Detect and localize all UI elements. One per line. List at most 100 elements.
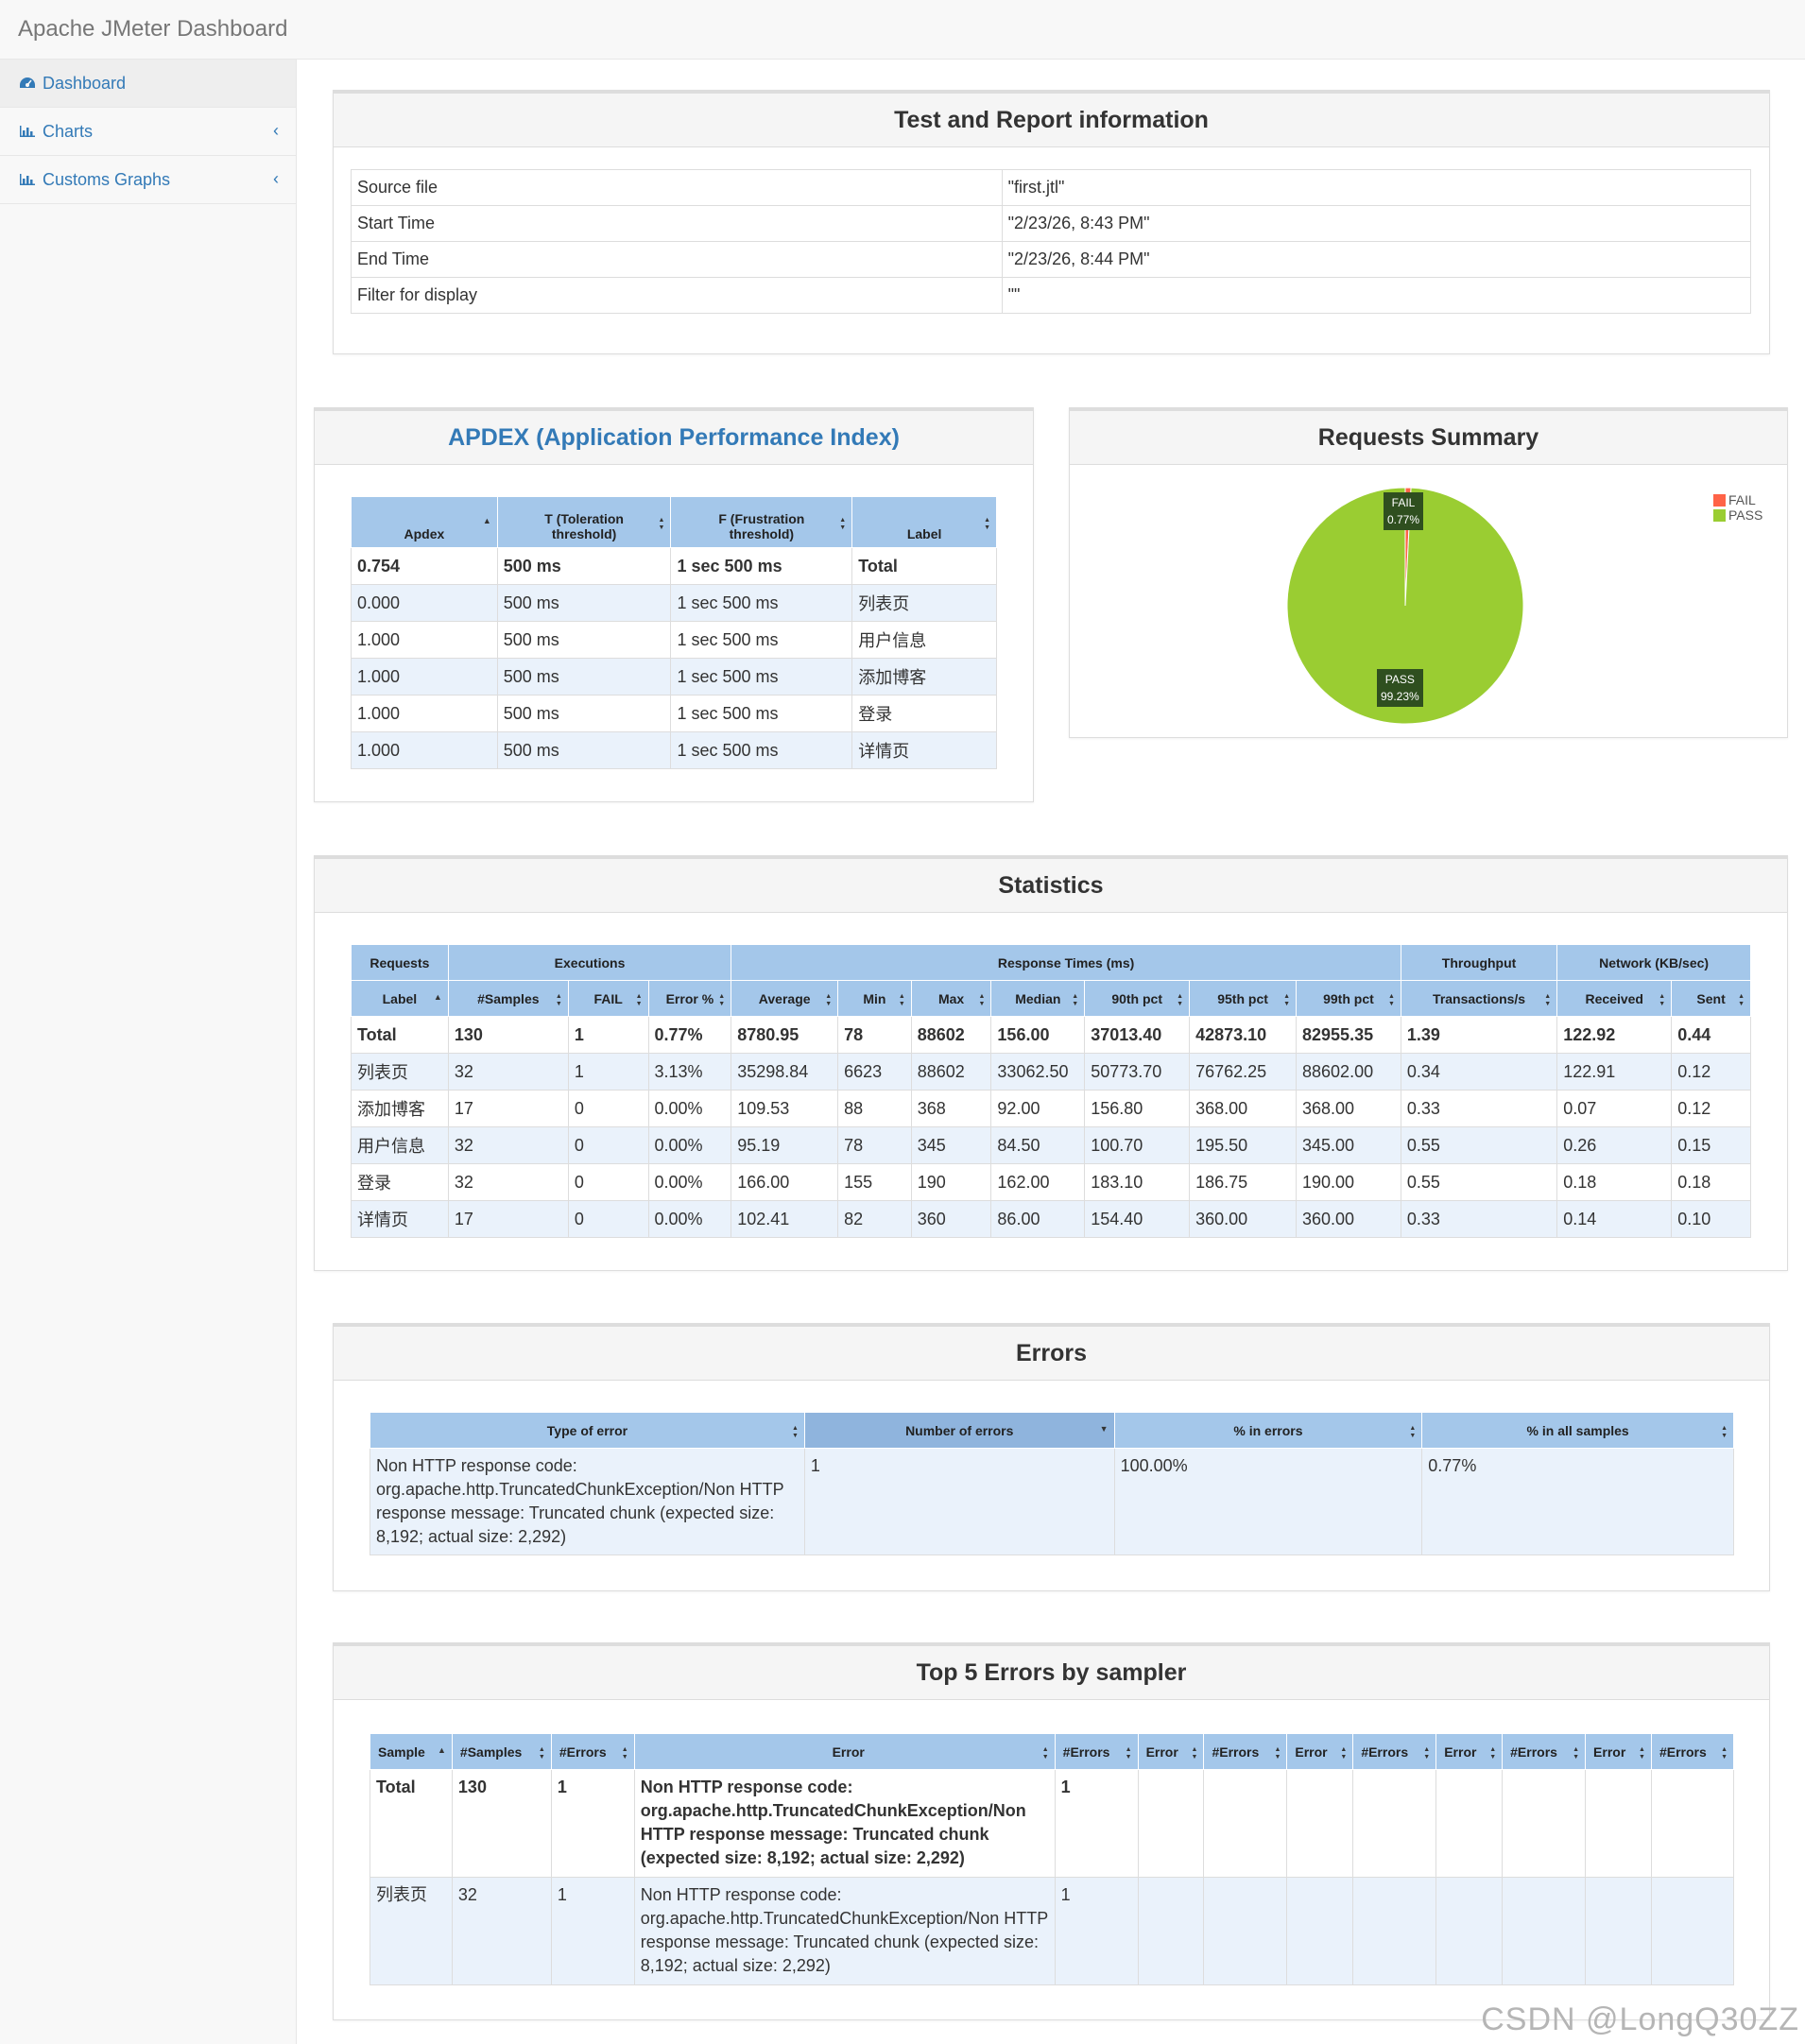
table-row: 0.754 500 ms 1 sec 500 ms Total: [351, 547, 997, 585]
stats-header[interactable]: Label ▲: [351, 980, 449, 1017]
stats-header[interactable]: Max ▲ ▼: [910, 980, 992, 1017]
sort-icon: ▲ ▼: [538, 1745, 545, 1761]
stats-cell: 1.39: [1400, 1016, 1558, 1054]
stats-header[interactable]: Average ▲ ▼: [731, 980, 839, 1017]
stats-cell: 33062.50: [990, 1053, 1086, 1091]
sidebar-item-customs-graphs[interactable]: Customs Graphs ‹: [0, 156, 296, 204]
stats-header[interactable]: Median ▲ ▼: [990, 980, 1086, 1017]
top5-cell: Total: [370, 1769, 453, 1878]
apdex-header[interactable]: Label ▲ ▼: [851, 496, 997, 548]
pie-label-pass-value: 99.23%: [1381, 690, 1419, 703]
errors-cell: 100.00%: [1113, 1448, 1423, 1555]
apdex-header-line: T (Toleration: [544, 511, 624, 526]
legend-item-pass[interactable]: PASS: [1713, 507, 1762, 523]
stats-cell: 0: [567, 1200, 649, 1238]
top5-header[interactable]: Error ▲ ▼: [1137, 1733, 1205, 1770]
top5-header[interactable]: Error ▲ ▼: [1286, 1733, 1354, 1770]
stats-header[interactable]: Sent ▲ ▼: [1671, 980, 1751, 1017]
stats-header[interactable]: Error % ▲ ▼: [647, 980, 732, 1017]
top5-cell: [1435, 1769, 1504, 1878]
test-info-table: Source file "first.jtl" Start Time "2/23/26…: [351, 169, 1752, 314]
sidebar-item-charts[interactable]: Charts ‹: [0, 108, 296, 156]
top5-cell: Non HTTP response code: org.apache.http.…: [633, 1769, 1056, 1878]
pie-slice-pass[interactable]: [1286, 487, 1524, 725]
stats-cell: 50773.70: [1084, 1053, 1191, 1091]
app-title[interactable]: Apache JMeter Dashboard: [18, 16, 288, 42]
sort-icon: ▲ ▼: [1721, 1424, 1728, 1439]
top5-header[interactable]: Sample ▲: [370, 1733, 453, 1770]
panel-title: Statistics: [315, 859, 1787, 913]
apdex-cell: 添加博客: [851, 658, 997, 696]
stats-cell: 190.00: [1296, 1163, 1401, 1201]
apdex-header[interactable]: Apdex ▲: [351, 496, 498, 548]
stats-cell: 0.33: [1400, 1090, 1558, 1127]
top5-cell: [1650, 1877, 1735, 1985]
sort-icon: ▲ ▼: [1409, 1424, 1417, 1439]
stats-cell: 详情页: [351, 1200, 449, 1238]
sidebar-item-dashboard[interactable]: Dashboard: [0, 60, 296, 108]
stats-cell: 1: [567, 1016, 649, 1054]
stats-cell: 0.44: [1671, 1016, 1751, 1054]
top5-header[interactable]: Error ▲ ▼: [1435, 1733, 1504, 1770]
apdex-header-line: Label: [906, 526, 942, 541]
watermark: CSDN @LongQ30ZZ: [1481, 2001, 1799, 2037]
stats-header[interactable]: 95th pct ▲ ▼: [1189, 980, 1298, 1017]
pie-label-fail-value: 0.77%: [1387, 513, 1420, 526]
table-row: 登录 32 0 0.00% 166.00 155 190 162.00 183.10 186.75…: [351, 1163, 1751, 1201]
top5-header[interactable]: #Errors ▲ ▼: [1650, 1733, 1735, 1770]
info-key: Source file: [351, 169, 1003, 206]
sort-asc-icon: ▲: [438, 1744, 446, 1755]
apdex-cell: 0.754: [351, 547, 498, 585]
top5-cell: 1: [550, 1877, 635, 1985]
table-row: 1.000 500 ms 1 sec 500 ms 登录: [351, 695, 997, 732]
apdex-cell: 500 ms: [496, 731, 672, 769]
top5-header[interactable]: Error ▲ ▼: [1585, 1733, 1652, 1770]
apdex-cell: 1 sec 500 ms: [670, 621, 853, 659]
stats-header[interactable]: Transactions/s ▲ ▼: [1400, 980, 1558, 1017]
apdex-cell: 用户信息: [851, 621, 997, 659]
errors-header[interactable]: % in errors ▲ ▼: [1113, 1412, 1423, 1449]
top5-cell: [1585, 1877, 1652, 1985]
stats-header[interactable]: Received ▲ ▼: [1556, 980, 1673, 1017]
sort-icon: ▲ ▼: [898, 992, 905, 1007]
stats-cell: 0.18: [1556, 1163, 1673, 1201]
legend-item-fail[interactable]: FAIL: [1713, 492, 1762, 507]
top5-header[interactable]: #Samples ▲ ▼: [451, 1733, 552, 1770]
errors-cell: Non HTTP response code: org.apache.http.…: [370, 1448, 805, 1555]
stats-cell: 0.18: [1671, 1163, 1751, 1201]
sidebar-item-label: Customs Graphs: [43, 169, 171, 189]
statistics-panel: Statistics Requests Executions Response Ti…: [314, 855, 1788, 1271]
errors-header[interactable]: Number of errors ▼: [803, 1412, 1115, 1449]
info-value: "2/23/26, 8:43 PM": [1001, 205, 1752, 242]
stats-header[interactable]: 99th pct ▲ ▼: [1296, 980, 1401, 1017]
stats-cell: 0.55: [1400, 1163, 1558, 1201]
stats-cell: 添加博客: [351, 1090, 449, 1127]
errors-header[interactable]: % in all samples ▲ ▼: [1421, 1412, 1734, 1449]
apdex-cell: 1.000: [351, 695, 498, 732]
chevron-left-icon[interactable]: ‹: [273, 121, 279, 140]
stats-header[interactable]: Min ▲ ▼: [837, 980, 912, 1017]
top5-header[interactable]: #Errors ▲ ▼: [1502, 1733, 1587, 1770]
info-key: Start Time: [351, 205, 1003, 242]
stats-header[interactable]: #Samples ▲ ▼: [447, 980, 569, 1017]
top5-header[interactable]: #Errors ▲ ▼: [1352, 1733, 1437, 1770]
top5-cell: [1286, 1877, 1354, 1985]
stats-header[interactable]: 90th pct ▲ ▼: [1084, 980, 1191, 1017]
apdex-header[interactable]: T (Toleration threshold) ▲ ▼: [496, 496, 672, 548]
errors-header[interactable]: Type of error ▲ ▼: [370, 1412, 805, 1449]
top5-header[interactable]: #Errors ▲ ▼: [1203, 1733, 1288, 1770]
stats-header[interactable]: FAIL ▲ ▼: [567, 980, 649, 1017]
apdex-panel: APDEX (Application Performance Index) Ap…: [314, 407, 1034, 802]
chevron-left-icon[interactable]: ‹: [273, 169, 279, 188]
top5-errors-table: Sample ▲ #Samples ▲ ▼ #Errors ▲ ▼ Error ▲ ▼ #Errors…: [370, 1733, 1735, 1985]
top5-header[interactable]: Error ▲ ▼: [633, 1733, 1056, 1770]
top5-header[interactable]: #Errors ▲ ▼: [1054, 1733, 1139, 1770]
top5-header[interactable]: #Errors ▲ ▼: [550, 1733, 635, 1770]
stats-cell: 0.00%: [647, 1090, 732, 1127]
stats-cell: Total: [351, 1016, 449, 1054]
apdex-cell: 登录: [851, 695, 997, 732]
sort-icon: ▲ ▼: [1738, 992, 1745, 1007]
stats-cell: 92.00: [990, 1090, 1086, 1127]
apdex-header[interactable]: F (Frustration threshold) ▲ ▼: [670, 496, 853, 548]
top5-cell: 1: [1054, 1877, 1139, 1985]
